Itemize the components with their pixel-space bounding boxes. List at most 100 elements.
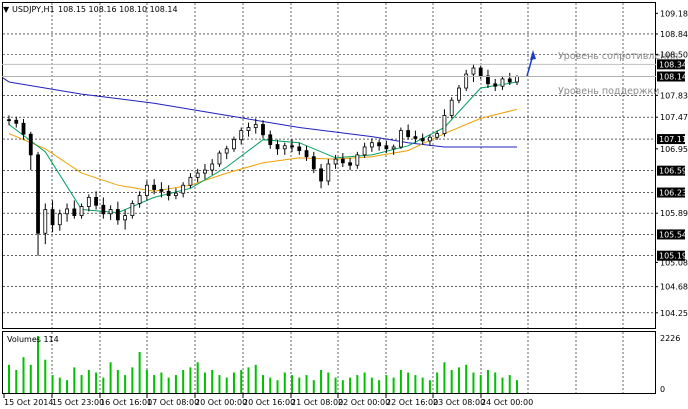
ma-slow-line-start xyxy=(2,77,10,83)
candle-body-bull xyxy=(203,169,207,174)
candle-body-bull xyxy=(144,184,149,196)
candle-body-bear xyxy=(340,158,345,164)
ma-slow-line xyxy=(8,81,517,148)
candle-body-bull xyxy=(43,209,48,234)
candle xyxy=(304,145,309,161)
price-badge-label: 106.23 xyxy=(659,189,687,198)
candle xyxy=(297,142,302,155)
price-badge-label: 108.34 xyxy=(659,60,687,69)
candle xyxy=(261,120,265,139)
candle xyxy=(311,151,316,174)
candle xyxy=(203,163,207,180)
candle xyxy=(333,154,338,169)
candle xyxy=(290,139,294,152)
candle-body-bull xyxy=(449,99,454,116)
candle-body-bull xyxy=(174,192,178,196)
candle-body-bull xyxy=(232,139,236,150)
candle-body-bull xyxy=(246,127,251,131)
candle-body-bear xyxy=(420,138,425,142)
price-label: 105.08 xyxy=(660,258,688,267)
candle-body-bull xyxy=(210,163,215,171)
candle xyxy=(43,203,48,245)
candle-body-bull xyxy=(457,87,461,101)
candle-body-bull xyxy=(500,78,505,87)
volume-zero-label: 0 xyxy=(660,385,665,394)
candle xyxy=(275,139,280,155)
symbol-timeframe-label: USDJPY,H1 xyxy=(12,5,55,14)
candle xyxy=(282,142,287,155)
candle xyxy=(210,159,215,175)
candle xyxy=(369,138,374,152)
candle xyxy=(413,130,418,143)
trend-arrow[interactable] xyxy=(526,50,536,77)
candle-body-bear xyxy=(50,209,55,226)
volume-plot-frame xyxy=(2,331,656,394)
symbol-menu-arrow[interactable]: ▼ xyxy=(3,5,10,14)
candle-body-bear xyxy=(159,189,164,192)
candle-body-bear xyxy=(152,184,157,190)
candle xyxy=(123,209,128,230)
candle-body-bear xyxy=(384,145,389,150)
candlestick-series xyxy=(7,64,519,256)
candle-body-bull xyxy=(435,133,440,138)
candle xyxy=(181,182,186,198)
time-label: 16 Oct 16:00 xyxy=(100,398,152,407)
volume-indicator-label: Volumes 114 xyxy=(7,335,59,344)
candle-body-bull xyxy=(195,172,200,178)
candle xyxy=(253,118,258,134)
grid-lines xyxy=(3,3,655,393)
candle xyxy=(115,201,120,225)
candle-body-bear xyxy=(72,208,77,217)
candle xyxy=(188,173,193,189)
candle-body-bull xyxy=(108,209,113,215)
candle-body-bull xyxy=(57,213,62,226)
candle-body-bear xyxy=(319,168,323,182)
candle xyxy=(464,69,469,92)
candle xyxy=(130,200,135,219)
candle xyxy=(144,180,149,201)
price-label: 107.47 xyxy=(660,113,688,122)
time-label: 22 Oct 16:00 xyxy=(386,398,438,407)
candle xyxy=(377,139,382,151)
candle xyxy=(442,109,447,137)
price-label: 108.50 xyxy=(660,51,688,60)
price-label: 107.83 xyxy=(660,91,688,100)
volume-series xyxy=(8,336,518,393)
time-label: 15 Oct 2014 xyxy=(4,398,53,407)
candle-body-bull xyxy=(442,114,447,135)
price-badge-label: 108.14 xyxy=(659,73,687,82)
candle-body-bull xyxy=(333,158,338,165)
price-badge-label: 105.19 xyxy=(659,252,687,261)
candle-body-bear xyxy=(14,119,19,124)
ma-mid-line xyxy=(8,108,518,192)
candle-body-bull xyxy=(123,215,128,221)
candle xyxy=(94,191,98,210)
candle-body-bear xyxy=(304,150,309,158)
resistance-annotation: Уровень сопротивления xyxy=(558,51,678,62)
time-label: 24 Oct 00:00 xyxy=(481,398,533,407)
candle-body-bull xyxy=(239,130,244,141)
price-label: 104.25 xyxy=(660,309,688,318)
moving-averages xyxy=(2,77,518,214)
time-label: 17 Oct 08:00 xyxy=(147,398,199,407)
candle-body-bear xyxy=(413,136,418,139)
candle xyxy=(507,72,512,86)
candle-body-bear xyxy=(7,119,11,122)
candle xyxy=(471,64,476,82)
main-plot-frame xyxy=(2,2,656,329)
candle-body-bear xyxy=(166,190,171,196)
candle xyxy=(159,182,164,198)
ohlc-readout: 108.15 108.16 108.10 108.14 xyxy=(58,5,178,14)
candle-body-bull xyxy=(130,203,135,217)
candle-body-bear xyxy=(507,78,512,83)
candle xyxy=(101,197,106,219)
price-badge xyxy=(657,250,685,261)
candle xyxy=(348,157,352,171)
candle-body-bull xyxy=(253,124,258,128)
candle xyxy=(362,142,367,158)
candle-body-bear xyxy=(297,146,302,152)
price-badge xyxy=(657,134,685,145)
